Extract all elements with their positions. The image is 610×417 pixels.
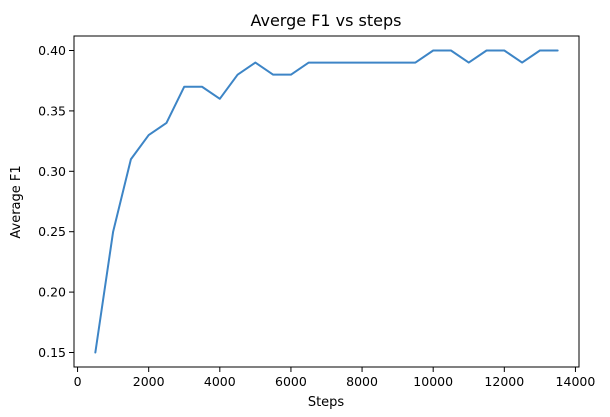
y-tick-label: 0.15 bbox=[38, 345, 66, 360]
x-tick-label: 0 bbox=[74, 374, 82, 389]
y-tick-label: 0.30 bbox=[38, 164, 66, 179]
x-tick-label: 12000 bbox=[484, 374, 524, 389]
x-tick-label: 10000 bbox=[413, 374, 453, 389]
x-tick-label: 8000 bbox=[346, 374, 378, 389]
y-tick-label: 0.40 bbox=[38, 43, 66, 58]
x-tick-label: 2000 bbox=[133, 374, 165, 389]
plot-area bbox=[94, 49, 559, 354]
x-axis-label: Steps bbox=[308, 395, 345, 410]
chart-title: Averge F1 vs steps bbox=[250, 11, 401, 30]
y-tick-label: 0.35 bbox=[38, 103, 66, 118]
y-tick-label: 0.25 bbox=[38, 224, 66, 239]
x-tick-label: 6000 bbox=[275, 374, 307, 389]
y-tick-label: 0.20 bbox=[38, 285, 66, 300]
x-tick-label: 14000 bbox=[556, 374, 596, 389]
series-line-0 bbox=[94, 49, 559, 354]
y-axis-label: Average F1 bbox=[9, 165, 24, 238]
x-tick-label: 4000 bbox=[204, 374, 236, 389]
plot-frame bbox=[73, 35, 580, 368]
axes: 0 2000 4000 6000 8000 10000 12000 14000 0.15 0.20… bbox=[38, 35, 596, 389]
